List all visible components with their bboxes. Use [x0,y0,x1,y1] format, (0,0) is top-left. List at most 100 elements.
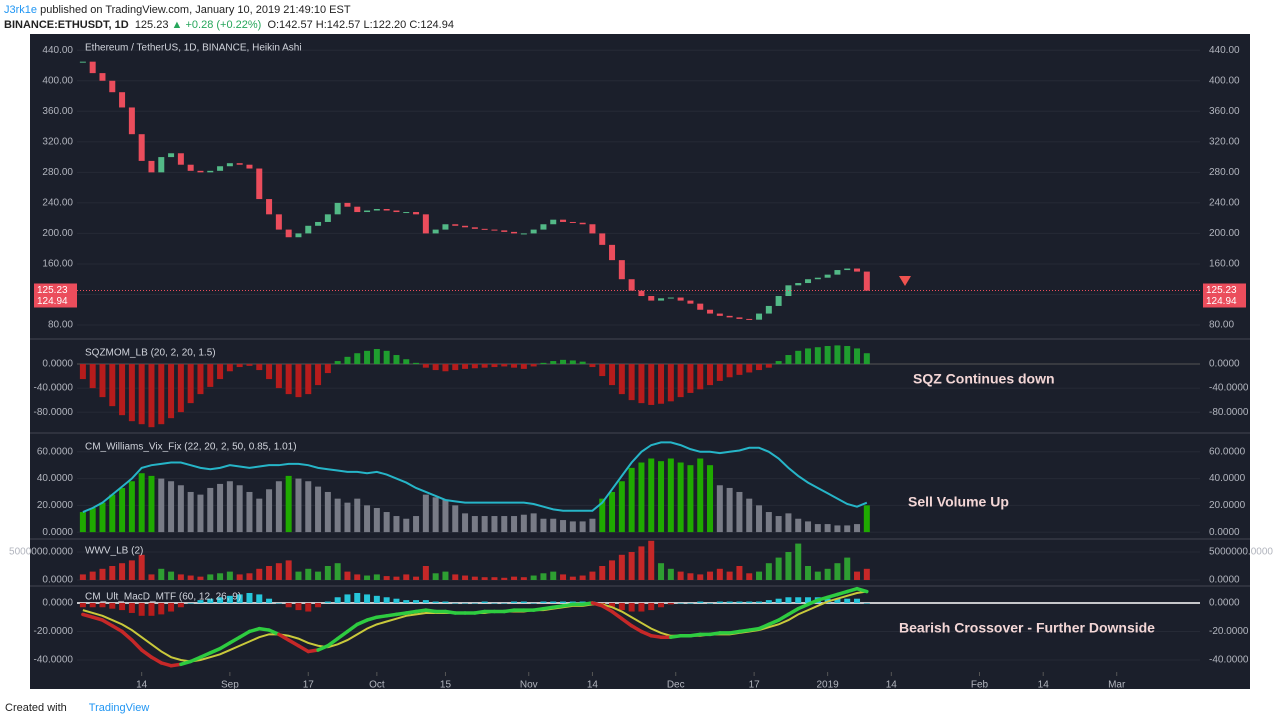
histogram-bar [707,364,714,386]
brand[interactable]: TradingView [88,702,150,714]
candle [589,224,596,234]
histogram-bar [197,494,204,533]
histogram-bar [315,571,322,581]
last-price-label: 125.23 [1206,285,1237,296]
histogram-bar [530,513,537,533]
histogram-bar [275,563,282,581]
candle [687,300,694,304]
histogram-bar [814,571,821,581]
candle [187,164,194,171]
y-tick-label: 360.00 [1209,106,1240,117]
histogram-bar [667,458,674,533]
y-tick-label: 20.0000 [37,500,74,511]
histogram-bar [618,364,625,395]
histogram-bar [236,485,243,533]
histogram-bar [275,481,282,533]
histogram-bar [471,602,478,604]
candle [452,224,459,226]
candle [275,214,282,230]
candle [119,92,126,108]
histogram-bar [550,361,557,365]
histogram-bar [726,364,733,378]
y-tick-label: 0.0000 [1209,527,1240,538]
histogram-bar [364,594,371,603]
candle [618,260,625,280]
histogram-bar [246,573,253,581]
histogram-bar [89,602,96,608]
histogram-bar [275,364,282,389]
histogram-bar [697,601,704,603]
histogram-bar [530,364,537,367]
candle [854,268,861,272]
histogram-bar [501,516,508,533]
histogram-bar [746,601,753,603]
y-tick-label: 400.00 [1209,75,1240,86]
histogram-bar [138,473,145,533]
published: published on TradingView.com, January 10… [37,4,351,16]
y-tick-label: 0.0000 [1209,359,1240,370]
histogram-bar [99,364,106,398]
histogram-bar [599,566,606,581]
candle [501,230,508,232]
histogram-bar [687,465,694,533]
histogram-bar [550,518,557,533]
histogram-bar [550,571,557,581]
candle [246,164,253,169]
histogram-bar [207,487,214,533]
histogram-bar [638,602,645,612]
histogram-bar [138,554,145,581]
histogram-bar [128,602,135,613]
author[interactable]: J3rk1e [4,4,38,16]
histogram-bar [344,594,351,603]
candle [716,313,723,316]
histogram-bar [638,546,645,581]
candle [226,163,233,167]
histogram-bar [236,574,243,581]
histogram-bar [618,554,625,581]
histogram-bar [119,602,126,611]
candle [422,214,429,234]
candle [413,212,420,215]
candle [393,210,400,213]
histogram-bar [452,505,459,533]
candle [158,157,165,173]
histogram-bar [364,350,371,365]
macd-segment [786,606,800,617]
histogram-bar [393,598,400,603]
histogram-bar [305,602,312,612]
histogram-bar [236,364,243,368]
histogram-bar [658,461,665,533]
y-tick-label: 80.00 [48,320,73,331]
histogram-bar [756,601,763,603]
histogram-bar [746,573,753,581]
histogram-bar [785,597,792,603]
histogram-bar [138,602,145,616]
histogram-bar [158,602,165,615]
histogram-bar [177,364,184,413]
histogram-bar [99,568,106,581]
y-tick-label: 0.0000 [42,575,73,586]
histogram-bar [854,571,861,581]
candle [295,233,302,238]
candle [844,268,851,271]
histogram-bar [256,364,263,371]
macd-segment [620,616,634,628]
histogram-bar [305,481,312,533]
y-tick-label: 200.00 [1209,228,1240,239]
histogram-bar [295,602,302,611]
histogram-bar [148,364,155,428]
histogram-bar [736,364,743,375]
histogram-bar [795,543,802,581]
histogram-bar [452,602,459,604]
candle [403,212,410,214]
x-tick-label: 15 [440,680,452,691]
macd-segment [776,612,791,622]
footer: Created with TradingView [5,702,149,714]
histogram-bar [609,602,616,608]
y-tick-label: -40.0000 [1209,383,1249,394]
y-tick-label: -20.0000 [1209,626,1249,637]
histogram-bar [462,364,469,369]
histogram-bar [844,346,851,365]
histogram-bar [540,362,547,365]
x-tick-label: Feb [971,680,989,691]
